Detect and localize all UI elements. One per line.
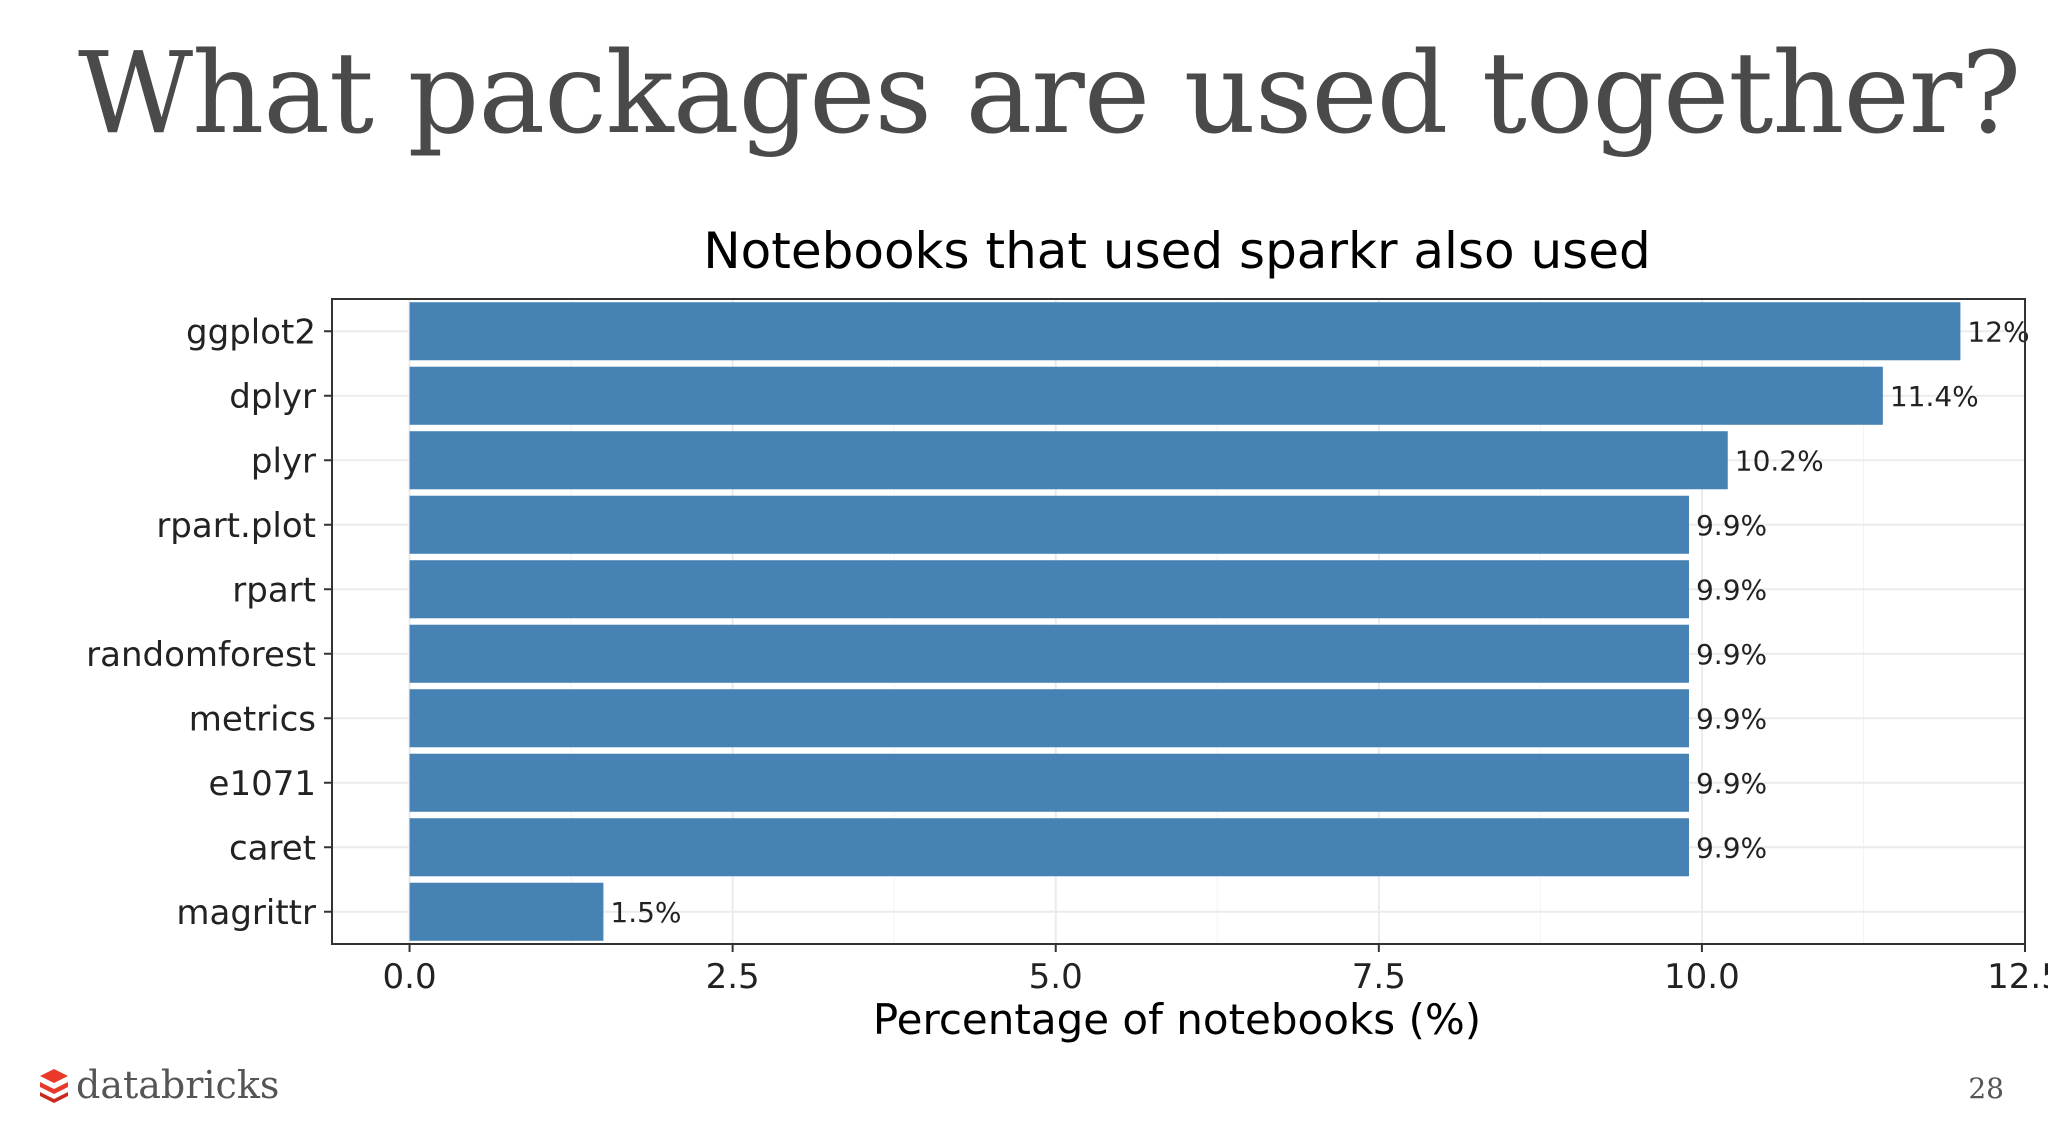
data-label: 9.9% [1696,702,1767,735]
data-label: 10.2% [1735,444,1824,477]
chart-title: Notebooks that used sparkr also used [703,222,1650,280]
data-labels: 12% 11.4% 10.2% 9.9% 9.9% 9.9% 9.9% 9.9% 9.9% 1.5… [610,315,2029,929]
y-tick-label: magrittr [176,893,316,933]
data-label: 1.5% [610,896,681,929]
y-tick-label: ggplot2 [186,312,316,352]
panel-border [331,298,2026,945]
y-tick-label: plyr [251,441,316,481]
data-label: 9.9% [1696,573,1767,606]
x-tick-label: 12.5 [1987,957,2048,997]
data-label: 9.9% [1696,767,1767,800]
bar-rpart-plot [409,495,1689,554]
data-label: 12% [1967,315,2029,348]
bar-caret [409,818,1689,877]
x-tick-label: 5.0 [1029,957,1083,997]
x-tick-label: 0.0 [383,957,437,997]
y-tick-label: caret [229,828,316,868]
bar-plyr [409,431,1728,490]
bars [409,302,1961,941]
y-tick-label: e1071 [209,764,316,804]
bar-metrics [409,689,1689,748]
bar-dplyr [409,366,1883,425]
databricks-logo-icon [40,1069,68,1103]
brand-name: databricks [76,1063,280,1107]
data-label: 9.9% [1696,509,1767,542]
x-tick-label: 7.5 [1352,957,1406,997]
slide-title: What packages are used together? [78,29,2021,159]
bar-rpart [409,560,1689,619]
x-tick-label: 10.0 [1664,957,1740,997]
page-number: 28 [1968,1072,2004,1105]
y-axis: ggplot2 dplyr plyr rpart.plot rpart randomfor… [86,312,332,933]
x-tick-label: 2.5 [706,957,760,997]
bar-magrittr [409,882,604,941]
x-axis-label: Percentage of notebooks (%) [873,995,1481,1044]
bar-ggplot2 [409,302,1961,361]
bar-e1071 [409,753,1689,812]
data-label: 11.4% [1890,380,1979,413]
y-tick-label: randomforest [86,635,316,675]
brand-logo: databricks [38,1066,279,1104]
y-tick-label: dplyr [229,377,316,417]
y-tick-label: rpart [232,570,316,610]
data-label: 9.9% [1696,831,1767,864]
y-tick-label: metrics [189,699,316,739]
bar-randomforest [409,624,1689,683]
data-label: 9.9% [1696,638,1767,671]
x-axis: 0.0 2.5 5.0 7.5 10.0 12.5 [383,944,2048,997]
y-tick-label: rpart.plot [156,506,316,546]
